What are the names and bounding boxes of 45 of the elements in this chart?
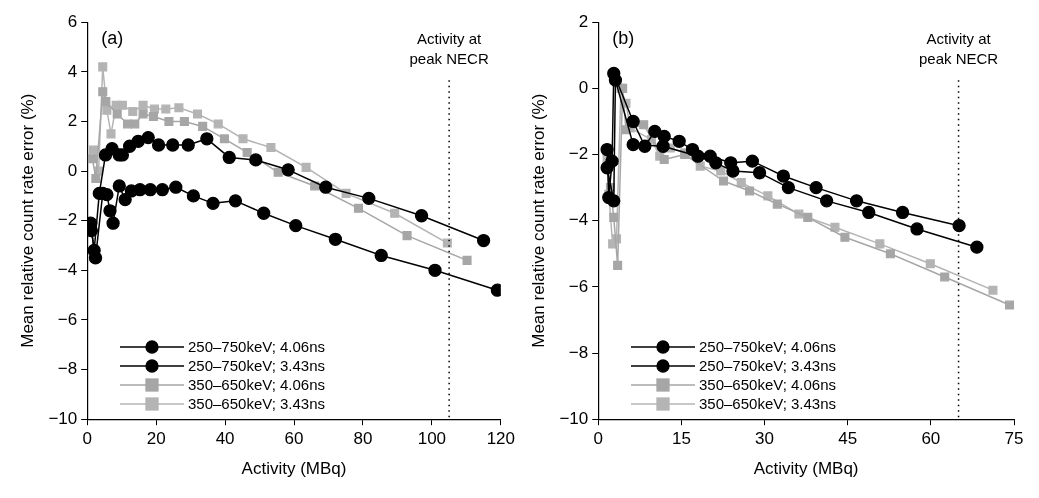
x-tick-label: 20 [146, 429, 166, 449]
y-tick-label: −4 [57, 260, 78, 280]
y-tick-label: −6 [57, 309, 78, 329]
x-axis-title: Activity (MBq) [241, 459, 347, 479]
y-tick-label: −8 [57, 359, 78, 379]
y-tick-label: 0 [578, 78, 589, 98]
legend-label: 350–650keV; 4.06ns [699, 376, 837, 393]
x-tick-label: 120 [486, 429, 516, 449]
x-tick-label: 60 [284, 429, 304, 449]
legend-label: 250–750keV; 4.06ns [699, 338, 837, 355]
y-tick-label: −6 [568, 276, 589, 296]
y-tick-label: −8 [568, 342, 589, 362]
y-tick-label: −10 [559, 408, 589, 428]
ref-line-label: Activity at peak NECR [409, 29, 489, 67]
x-tick-label: 60 [921, 429, 941, 449]
y-tick-label: 0 [67, 160, 78, 180]
y-axis-title: Mean relative count rate error (%) [17, 93, 37, 348]
y-tick-label: −2 [568, 144, 589, 164]
ref-line-label: Activity at peak NECR [918, 29, 999, 67]
legend-label: 250–750keV; 4.06ns [188, 338, 326, 355]
y-tick-label: 4 [67, 61, 78, 81]
x-tick-label: 15 [671, 429, 691, 449]
y-tick-label: −4 [568, 210, 589, 230]
y-axis-title: Mean relative count rate error (%) [528, 93, 548, 348]
x-tick-label: 75 [1004, 429, 1024, 449]
legend-label: 350–650keV; 4.06ns [188, 376, 326, 393]
chart-title: (b) [612, 28, 635, 49]
y-tick-label: −10 [48, 408, 78, 428]
y-tick-label: 2 [578, 11, 589, 31]
chart-title: (a) [101, 28, 124, 49]
legend-label: 350–650keV; 3.43ns [699, 395, 837, 412]
x-tick-label: 0 [593, 429, 603, 449]
x-tick-label: 100 [417, 429, 447, 449]
x-tick-label: 0 [82, 429, 92, 449]
x-tick-label: 80 [353, 429, 373, 449]
x-tick-label: 30 [755, 429, 774, 449]
y-tick-label: 2 [67, 111, 78, 131]
x-axis-title: Activity (MBq) [753, 459, 859, 479]
y-tick-label: −2 [57, 210, 78, 230]
legend-label: 250–750keV; 3.43ns [188, 357, 326, 374]
x-tick-label: 40 [215, 429, 235, 449]
x-tick-label: 45 [838, 429, 858, 449]
legend-label: 250–750keV; 3.43ns [699, 357, 837, 374]
y-tick-label: 6 [67, 11, 78, 31]
legend-label: 350–650keV; 3.43ns [188, 395, 326, 412]
